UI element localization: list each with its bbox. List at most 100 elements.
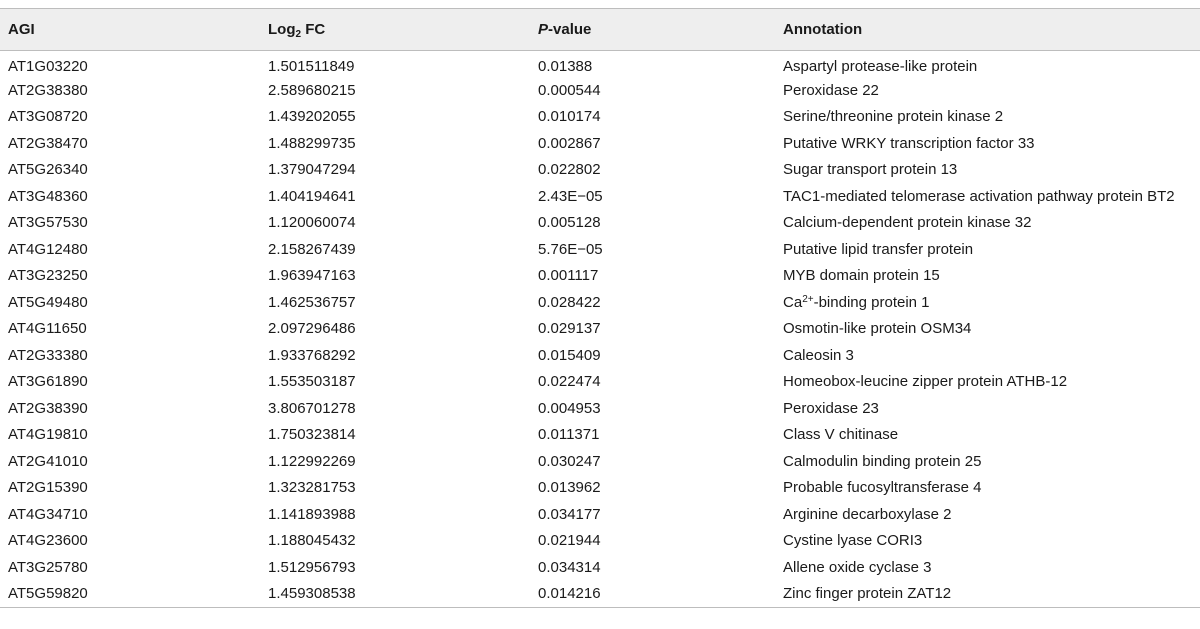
cell-pvalue: 0.004953 — [538, 399, 601, 417]
cell-annotation: Arginine decarboxylase 2 — [783, 505, 952, 523]
cell-annotation: Homeobox-leucine zipper protein ATHB-12 — [783, 373, 1068, 391]
cell-pvalue: 5.76E−05 — [538, 240, 603, 258]
cell-log2fc: 1.963947163 — [268, 267, 356, 285]
table-row: AT2G38380 2.589680215 0.000544 Peroxidase 2… — [0, 77, 1200, 104]
cell-agi: AT5G49480 — [8, 293, 88, 311]
table-row: AT3G23250 1.963947163 0.001117 MYB domain p… — [0, 263, 1200, 290]
table-row: AT1G03220 1.501511849 0.01388 Aspartyl prot… — [0, 51, 1200, 78]
cell-pvalue: 0.010174 — [538, 108, 601, 126]
cell-pvalue: 0.034314 — [538, 558, 601, 576]
header-log2fc: Log2 FC — [260, 9, 530, 51]
cell-pvalue: 0.001117 — [538, 267, 599, 285]
cell-log2fc: 1.439202055 — [268, 108, 356, 126]
cell-annotation: Zinc finger protein ZAT12 — [783, 585, 952, 602]
cell-agi: AT4G12480 — [8, 240, 88, 258]
cell-agi: AT4G11650 — [8, 320, 87, 338]
annotation-prefix: Ca — [783, 293, 803, 311]
cell-agi: AT2G41010 — [8, 452, 88, 470]
cell-annotation: TAC1-mediated telomerase activation path… — [783, 187, 1175, 205]
cell-pvalue: 0.022474 — [538, 373, 601, 391]
cell-log2fc: 1.141893988 — [268, 505, 356, 523]
cell-log2fc: 1.750323814 — [268, 426, 356, 444]
cell-log2fc: 2.097296486 — [268, 320, 356, 338]
cell-log2fc: 3.806701278 — [268, 399, 356, 417]
table-header: AGI Log2 FC P-value Annotation — [0, 8, 1200, 51]
cell-agi: AT4G19810 — [8, 426, 88, 444]
table-body: AT1G03220 1.501511849 0.01388 Aspartyl prot… — [0, 51, 1200, 607]
cell-pvalue: 0.030247 — [538, 452, 601, 470]
table-row: AT5G49480 1.462536757 0.028422 Ca2+-binding… — [0, 289, 1200, 316]
cell-annotation: Ca2+-binding protein 1 — [775, 289, 1200, 316]
table-row: AT4G19810 1.750323814 0.011371 Class V chit… — [0, 422, 1200, 449]
cell-pvalue: 0.014216 — [538, 585, 601, 602]
cell-annotation: Allene oxide cyclase 3 — [783, 558, 932, 576]
cell-annotation: Class V chitinase — [783, 426, 899, 444]
table-row: AT2G38470 1.488299735 0.002867 Putative WRK… — [0, 130, 1200, 157]
cell-log2fc: 1.553503187 — [268, 373, 356, 391]
table-row: AT4G12480 2.158267439 5.76E−05 Putative lip… — [0, 236, 1200, 263]
cell-agi: AT2G38390 — [8, 399, 88, 417]
cell-annotation: Cystine lyase CORI3 — [783, 532, 923, 550]
cell-log2fc: 1.323281753 — [268, 479, 356, 497]
cell-annotation: Serine/threonine protein kinase 2 — [783, 108, 1004, 126]
cell-annotation: MYB domain protein 15 — [783, 267, 940, 285]
cell-pvalue: 0.034177 — [538, 505, 601, 523]
cell-pvalue: 0.002867 — [538, 134, 601, 152]
cell-annotation: Aspartyl protease-like protein — [783, 57, 978, 75]
cell-agi: AT5G59820 — [8, 585, 88, 602]
cell-annotation: Sugar transport protein 13 — [783, 161, 958, 179]
cell-pvalue: 2.43E−05 — [538, 187, 603, 205]
cell-agi: AT2G38380 — [8, 81, 88, 99]
cell-annotation: Calcium-dependent protein kinase 32 — [783, 214, 1032, 232]
table-row: AT3G08720 1.439202055 0.010174 Serine/threo… — [0, 104, 1200, 131]
table-row: AT2G15390 1.323281753 0.013962 Probable fuc… — [0, 475, 1200, 502]
header-pvalue-suffix: -value — [548, 21, 592, 38]
cell-annotation: Peroxidase 23 — [783, 399, 879, 417]
table-row: AT4G34710 1.141893988 0.034177 Arginine dec… — [0, 501, 1200, 528]
header-pvalue: P-value — [530, 9, 775, 51]
cell-pvalue: 0.013962 — [538, 479, 601, 497]
cell-log2fc: 2.589680215 — [268, 81, 356, 99]
cell-agi: AT3G23250 — [8, 267, 88, 285]
cell-log2fc: 1.188045432 — [268, 532, 356, 550]
cell-log2fc: 1.379047294 — [268, 161, 356, 179]
cell-log2fc: 1.462536757 — [268, 293, 356, 311]
table-row: AT3G61890 1.553503187 0.022474 Homeobox-leu… — [0, 369, 1200, 396]
cell-log2fc: 1.404194641 — [268, 187, 356, 205]
header-row: AGI Log2 FC P-value Annotation — [0, 8, 1200, 51]
table-row: AT5G26340 1.379047294 0.022802 Sugar transp… — [0, 157, 1200, 184]
cell-pvalue: 0.000544 — [538, 81, 601, 99]
cell-agi: AT3G08720 — [8, 108, 88, 126]
header-log2fc-prefix: Log — [268, 21, 296, 38]
table-row: AT3G25780 1.512956793 0.034314 Allene oxide… — [0, 554, 1200, 581]
cell-agi: AT4G34710 — [8, 505, 88, 523]
header-agi: AGI — [8, 21, 35, 38]
table-row: AT3G57530 1.120060074 0.005128 Calcium-depe… — [0, 210, 1200, 237]
table-row: AT3G48360 1.404194641 2.43E−05 TAC1-mediate… — [0, 183, 1200, 210]
cell-agi: AT1G03220 — [8, 57, 88, 75]
cell-pvalue: 0.028422 — [538, 293, 601, 311]
cell-annotation: Osmotin-like protein OSM34 — [783, 320, 972, 338]
cell-annotation: Probable fucosyltransferase 4 — [783, 479, 982, 497]
header-pvalue-ital: P — [538, 21, 549, 38]
cell-pvalue: 0.011371 — [538, 426, 600, 444]
cell-agi: AT3G48360 — [8, 187, 88, 205]
cell-agi: AT3G25780 — [8, 558, 88, 576]
cell-log2fc: 1.488299735 — [268, 134, 356, 152]
table-row: AT2G33380 1.933768292 0.015409 Caleosin 3 — [0, 342, 1200, 369]
table-row: AT5G59820 1.459308538 0.014216 Zinc finger … — [0, 581, 1200, 607]
cell-agi: AT5G26340 — [8, 161, 88, 179]
table-row: AT2G38390 3.806701278 0.004953 Peroxidase 2… — [0, 395, 1200, 422]
cell-agi: AT2G33380 — [8, 346, 88, 364]
cell-pvalue: 0.015409 — [538, 346, 601, 364]
annotation-superscript: 2+ — [802, 293, 814, 305]
cell-log2fc: 1.501511849 — [268, 57, 355, 75]
table-row: AT2G41010 1.122992269 0.030247 Calmodulin b… — [0, 448, 1200, 475]
cell-log2fc: 1.459308538 — [268, 585, 356, 602]
cell-log2fc: 1.933768292 — [268, 346, 356, 364]
cell-pvalue: 0.005128 — [538, 214, 601, 232]
gene-expression-table: AGI Log2 FC P-value Annotation AT1G03220… — [0, 8, 1200, 608]
cell-agi: AT4G23600 — [8, 532, 88, 550]
header-log2fc-sub: 2 — [295, 29, 302, 40]
cell-log2fc: 1.122992269 — [268, 452, 356, 470]
